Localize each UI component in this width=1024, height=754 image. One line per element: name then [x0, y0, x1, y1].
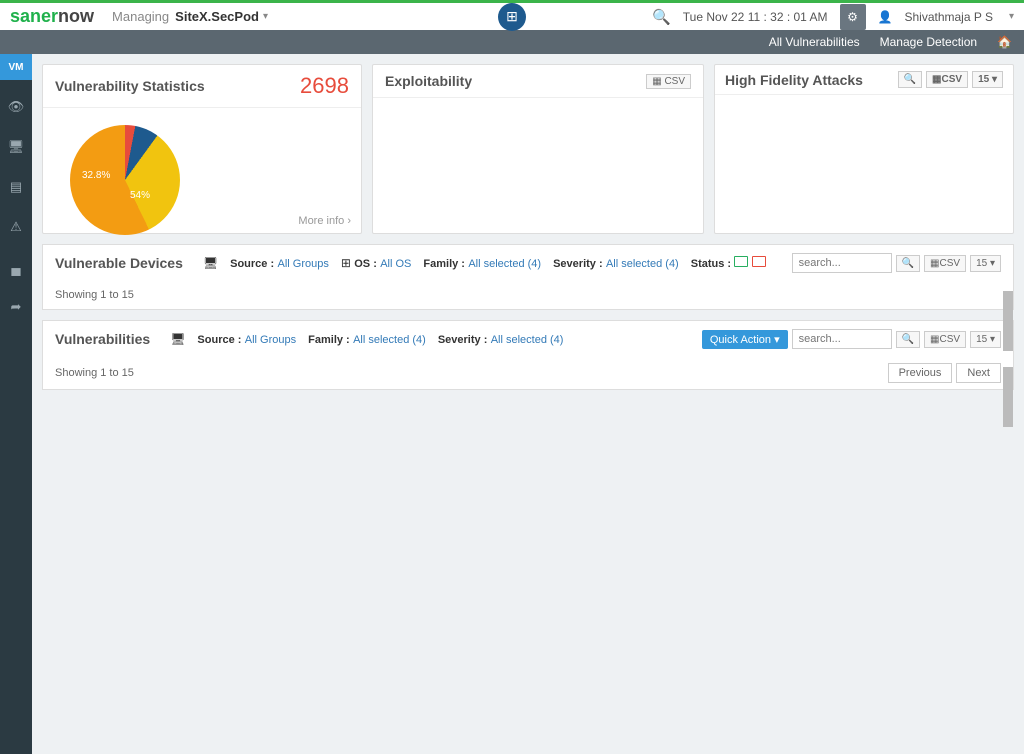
nav-manage-detection[interactable]: Manage Detection — [880, 35, 977, 49]
more-info-link[interactable]: More info › — [298, 215, 351, 227]
chevron-down-icon[interactable]: ▾ — [1009, 11, 1014, 22]
user-menu[interactable]: Shivathmaja P S — [904, 10, 993, 24]
scrollbar[interactable] — [1003, 367, 1013, 427]
search-input[interactable] — [792, 253, 892, 273]
csv-button[interactable]: ▦CSV — [924, 255, 966, 272]
home-icon[interactable]: 🏠 — [997, 35, 1012, 49]
search-icon[interactable]: 🔍 — [896, 331, 920, 348]
vulnerable-devices-panel: Vulnerable Devices 🖥 Source : All Groups… — [42, 244, 1014, 310]
sidebar-eye-icon[interactable]: 👁 — [0, 94, 32, 120]
quick-action-button[interactable]: Quick Action ▾ — [702, 330, 788, 349]
sidebar-vm[interactable]: VM — [0, 54, 32, 80]
csv-button[interactable]: ▦CSV — [924, 331, 966, 348]
os-icon: ⊞ — [341, 256, 351, 270]
sidebar-exit-icon[interactable]: ➦ — [0, 294, 32, 320]
sidebar-alert-icon[interactable]: ⚠ — [0, 214, 32, 240]
site-selector[interactable]: SiteX.SecPod — [175, 9, 259, 24]
filter-family[interactable]: All selected (4) — [353, 334, 426, 346]
csv-button[interactable]: ▦CSV — [926, 71, 968, 88]
scrollbar[interactable] — [1003, 291, 1013, 351]
search-icon[interactable]: 🔍 — [652, 8, 671, 26]
filter-family[interactable]: All selected (4) — [468, 258, 541, 270]
showing-text: Showing 1 to 15 — [43, 281, 1013, 309]
vulnerabilities-panel: Vulnerabilities 🖥 Source : All Groups Fa… — [42, 320, 1014, 390]
monitor-icon: 🖥 — [203, 256, 218, 270]
monitor-icon: 🖥 — [170, 332, 185, 346]
gear-icon[interactable]: ⚙ — [840, 4, 866, 30]
card-title: Vulnerability Statistics — [55, 78, 205, 94]
hfa-card: High Fidelity Attacks 🔍 ▦CSV 15 ▾ — [714, 64, 1014, 234]
datetime: Tue Nov 22 11 : 32 : 01 AM — [683, 10, 828, 24]
exploitability-card: Exploitability ▦ CSV — [372, 64, 704, 234]
user-icon: 👤 — [878, 10, 893, 24]
card-title: High Fidelity Attacks — [725, 72, 863, 88]
page-size[interactable]: 15 ▾ — [970, 331, 1001, 348]
vuln-pie-chart: 32.8% 54% — [70, 125, 180, 235]
subnav: All Vulnerabilities Manage Detection 🏠 — [0, 30, 1024, 54]
filter-severity[interactable]: All selected (4) — [491, 334, 564, 346]
card-title: Exploitability — [385, 73, 472, 89]
prev-button[interactable]: Previous — [888, 363, 953, 383]
search-icon[interactable]: 🔍 — [896, 255, 920, 272]
page-size[interactable]: 15 ▾ — [972, 71, 1003, 88]
search-icon[interactable]: 🔍 — [898, 71, 922, 88]
showing-text: Showing 1 to 15 — [43, 359, 146, 387]
filter-severity[interactable]: All selected (4) — [606, 258, 679, 270]
vuln-stats-card: Vulnerability Statistics 2698 32.8% 54% … — [42, 64, 362, 234]
logo[interactable]: sanernow — [10, 6, 94, 27]
next-button[interactable]: Next — [956, 363, 1001, 383]
filter-os[interactable]: All OS — [380, 258, 411, 270]
apps-icon[interactable]: ⊞ — [498, 3, 526, 31]
nav-all-vulnerabilities[interactable]: All Vulnerabilities — [769, 35, 860, 49]
sidebar: VM 👁 🖥 ▤ ⚠ ▄ ➦ — [0, 54, 32, 754]
sidebar-book-icon[interactable]: ▄ — [0, 254, 32, 280]
sidebar-list-icon[interactable]: ▤ — [0, 174, 32, 200]
sidebar-monitor-icon[interactable]: 🖥 — [0, 134, 32, 160]
page-size[interactable]: 15 ▾ — [970, 255, 1001, 272]
status-online-icon[interactable] — [734, 256, 748, 267]
filter-source[interactable]: All Groups — [245, 334, 296, 346]
vuln-total: 2698 — [300, 73, 349, 99]
search-input[interactable] — [792, 329, 892, 349]
managing-label: Managing — [112, 9, 169, 24]
topbar: sanernow Managing SiteX.SecPod ▾ ⊞ 🔍 Tue… — [0, 0, 1024, 30]
chevron-down-icon[interactable]: ▾ — [263, 11, 268, 22]
filter-source[interactable]: All Groups — [277, 258, 328, 270]
csv-button[interactable]: ▦ CSV — [646, 74, 691, 89]
status-offline-icon[interactable] — [752, 256, 766, 267]
panel-title: Vulnerable Devices — [55, 255, 183, 271]
panel-title: Vulnerabilities — [55, 331, 150, 347]
